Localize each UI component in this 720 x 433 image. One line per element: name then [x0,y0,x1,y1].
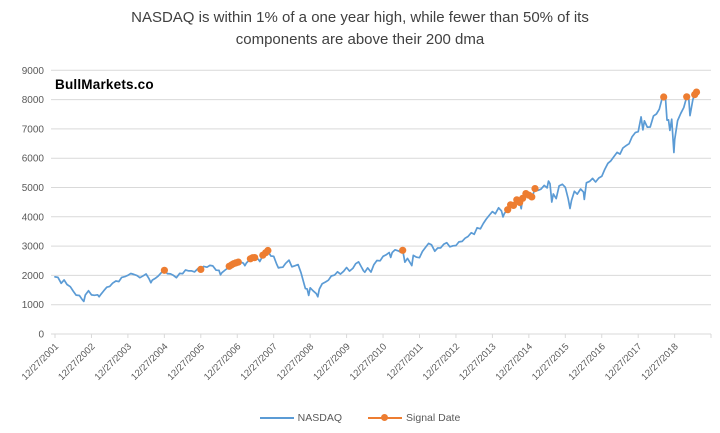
y-tick-label: 0 [38,330,44,341]
signal-date-marker [692,88,701,96]
x-tick-label: 12/27/2001 [20,341,61,382]
signal-date-marker [197,265,205,273]
x-tick-label: 12/27/2017 [603,341,644,382]
legend-item-nasdaq: NASDAQ [259,412,343,424]
signal-date-marker [251,254,259,262]
y-tick-label: 8000 [22,95,45,106]
x-tick-label: 12/27/2008 [275,341,316,382]
signal-date-marker [528,193,536,201]
x-tick-label: 12/27/2004 [129,341,170,382]
x-tick-label: 12/27/2010 [348,341,389,382]
signal-dot-icon [381,414,389,422]
signal-date-marker [683,93,691,101]
x-tick-label: 12/27/2005 [166,341,207,382]
signal-date-marker [660,93,668,101]
x-tick-label: 12/27/2013 [457,341,498,382]
y-tick-label: 3000 [22,242,45,253]
x-axis [51,333,712,338]
y-tick-label: 7000 [22,124,45,135]
nasdaq-line-swatch-icon [259,417,294,419]
x-tick-label: 12/27/2011 [385,341,426,382]
y-tick-label: 9000 [22,66,45,77]
y-tick-label: 1000 [22,300,45,311]
y-tick-label: 4000 [22,212,45,223]
legend-signal-label: Signal Date [406,412,461,424]
y-axis-labels: 0 1000 2000 3000 4000 5000 6000 7000 8000 9000 [22,66,45,341]
brand-watermark: BullMarkets.co [55,77,154,92]
x-tick-label: 12/27/2003 [93,341,134,382]
signal-date-marker [264,246,272,255]
x-tick-label: 12/27/2016 [566,341,607,382]
legend-nasdaq-label: NASDAQ [297,412,343,424]
x-tick-label: 12/27/2014 [494,341,535,382]
legend-item-signal: Signal Date [368,412,460,424]
chart-title-line2: components are above their 200 dma [235,31,485,48]
signal-date-markers [160,88,701,274]
y-tick-label: 5000 [22,183,45,194]
signal-date-marker [160,266,168,274]
chart-title: NASDAQ is within 1% of a one year high, … [0,7,720,51]
signal-date-marker [234,258,242,266]
x-axis-labels: 12/27/200112/27/200212/27/200312/27/2004… [20,341,681,382]
nasdaq-line [54,91,698,303]
signal-date-marker [509,201,518,209]
x-tick-label: 12/27/2007 [238,341,279,382]
x-tick-label: 12/27/2002 [56,341,97,382]
gridlines [51,69,711,306]
x-tick-label: 12/27/2009 [311,341,352,382]
x-tick-label: 12/27/2012 [421,341,462,382]
y-tick-label: 6000 [22,154,45,165]
signal-marker-swatch-icon [368,414,403,422]
x-tick-label: 12/27/2018 [639,341,680,382]
y-tick-label: 2000 [22,271,45,282]
x-tick-label: 12/27/2015 [530,341,571,382]
signal-date-marker [399,246,407,254]
signal-date-marker [531,185,539,193]
chart-legend: NASDAQ Signal Date [0,412,720,424]
x-tick-label: 12/27/2006 [202,341,243,382]
chart-title-line1: NASDAQ is within 1% of a one year high, … [131,9,589,26]
